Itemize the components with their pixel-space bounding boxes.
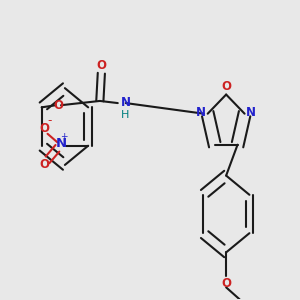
Text: O: O	[39, 122, 49, 135]
Text: N: N	[246, 106, 256, 119]
Text: O: O	[221, 277, 231, 290]
Text: +: +	[60, 132, 68, 141]
Text: O: O	[221, 80, 231, 92]
Text: H: H	[121, 110, 129, 120]
Text: O: O	[53, 99, 63, 112]
Text: O: O	[96, 59, 106, 73]
Text: N: N	[56, 137, 67, 150]
Text: O: O	[39, 158, 49, 171]
Text: -: -	[47, 114, 52, 127]
Text: N: N	[121, 96, 131, 109]
Text: N: N	[196, 106, 206, 119]
